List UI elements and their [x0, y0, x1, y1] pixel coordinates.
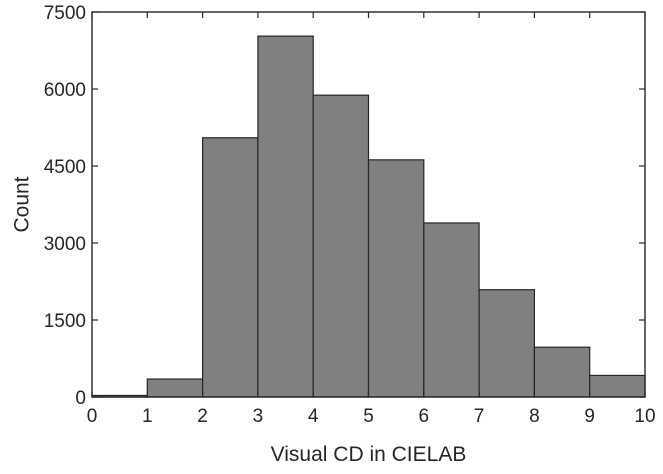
histogram-bar	[312, 94, 370, 398]
histogram-bar	[478, 289, 536, 398]
x-tick-label: 1	[142, 406, 153, 427]
x-tick-label: 2	[197, 406, 208, 427]
y-tick-label: 1500	[44, 311, 86, 332]
y-axis-label: Count	[10, 176, 33, 232]
histogram-bar	[533, 346, 591, 398]
x-tick-label: 4	[308, 406, 319, 427]
y-tick-label: 7500	[44, 3, 86, 24]
y-tick-label: 6000	[44, 80, 86, 101]
bars-layer	[91, 35, 646, 398]
x-tick-label: 9	[584, 406, 595, 427]
y-tick-label: 4500	[44, 157, 86, 178]
histogram-bar	[146, 378, 204, 398]
histogram-bar	[423, 222, 480, 398]
x-tick-label: 8	[529, 406, 540, 427]
ticks-layer: 0 1 2 3 4 5 6 7 8 9 10 0 1500 3000 4500 6000 7500	[44, 3, 656, 427]
histogram-bar	[257, 35, 314, 398]
y-tick-label: 0	[75, 388, 86, 409]
x-axis-label: Visual CD in CIELAB	[271, 443, 467, 466]
histogram-bar	[367, 159, 425, 398]
x-tick-label: 7	[474, 406, 485, 427]
x-tick-label: 3	[253, 406, 264, 427]
x-tick-label: 10	[634, 406, 655, 427]
x-tick-label: 0	[87, 406, 98, 427]
histogram-bar	[589, 374, 646, 398]
x-tick-label: 6	[419, 406, 430, 427]
y-tick-label: 3000	[44, 234, 86, 255]
x-tick-label: 5	[363, 406, 374, 427]
histogram-bar	[202, 137, 259, 398]
